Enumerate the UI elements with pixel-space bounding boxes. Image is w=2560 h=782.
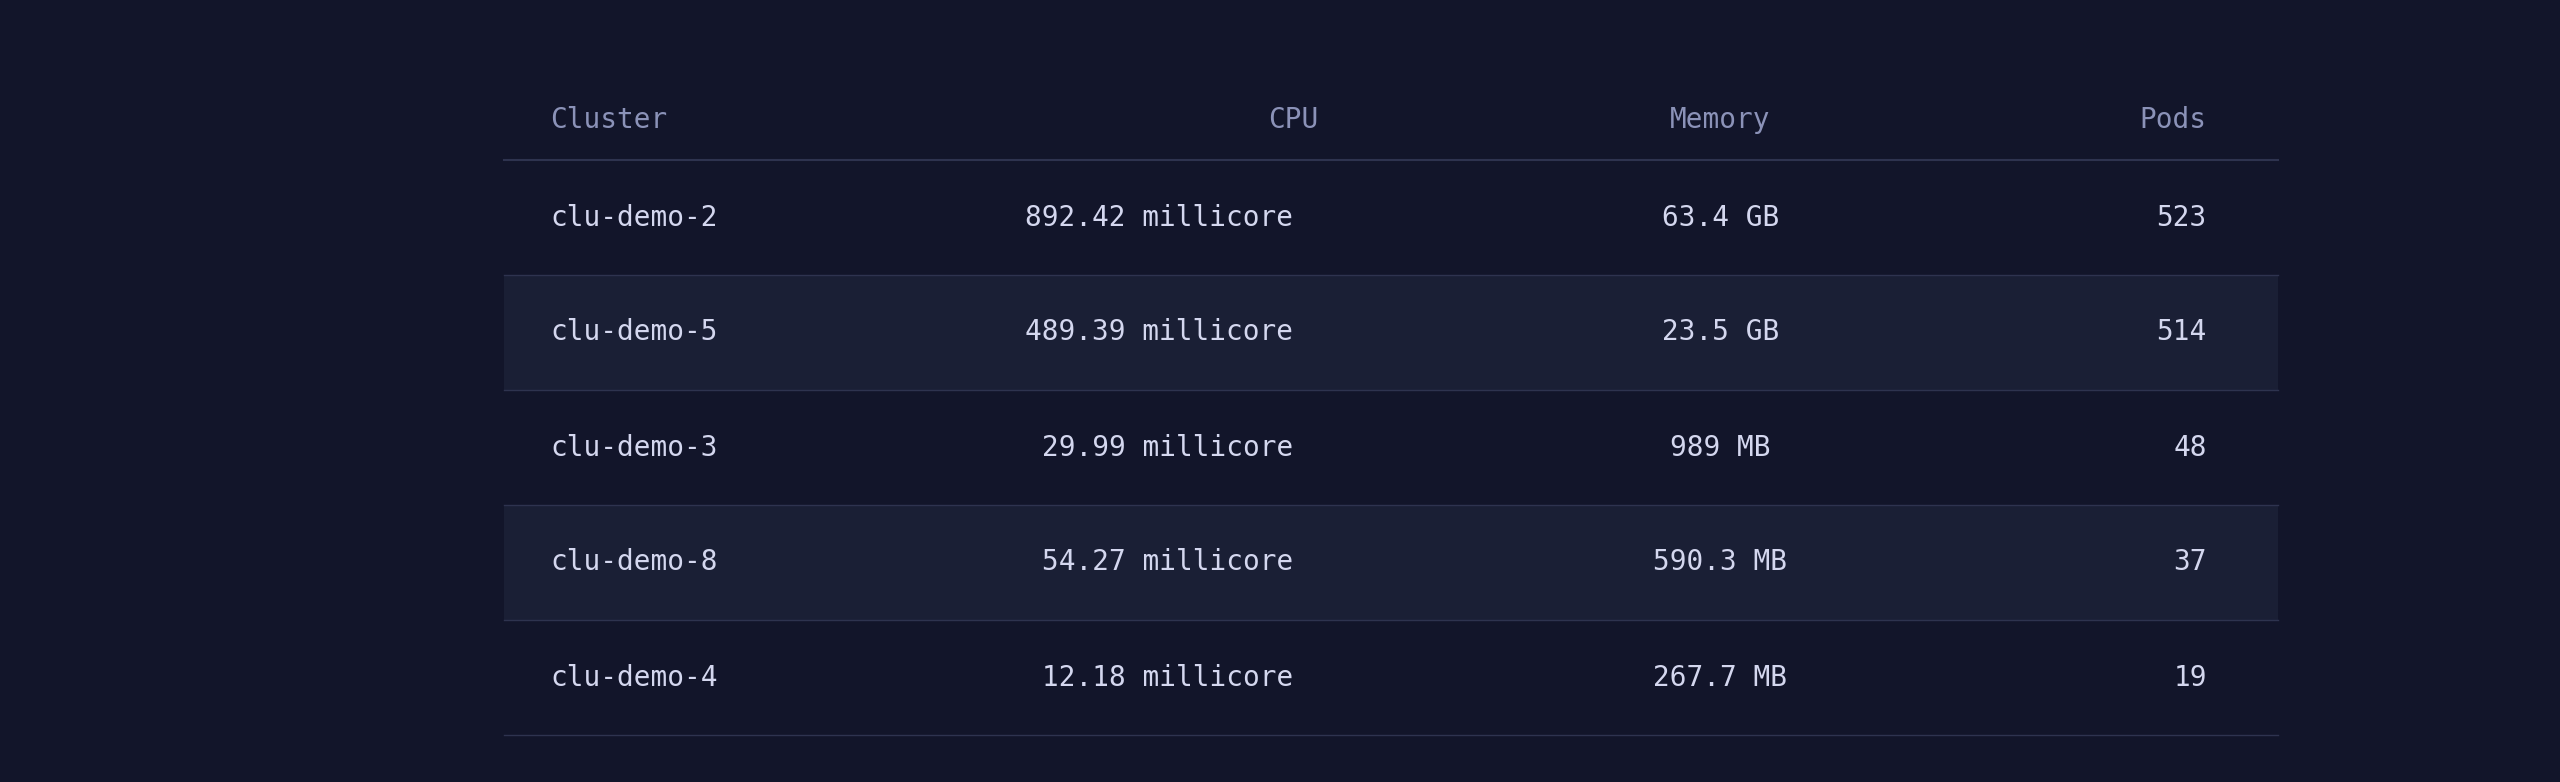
Text: 523: 523 [2156, 203, 2207, 231]
Text: 892.42 millicore: 892.42 millicore [1024, 203, 1293, 231]
Text: clu-demo-4: clu-demo-4 [550, 663, 717, 691]
Text: 29.99 millicore: 29.99 millicore [1042, 433, 1293, 461]
Text: clu-demo-5: clu-demo-5 [550, 318, 717, 346]
Text: 489.39 millicore: 489.39 millicore [1024, 318, 1293, 346]
Text: 37: 37 [2173, 548, 2207, 576]
Text: 514: 514 [2156, 318, 2207, 346]
Bar [504, 620, 2278, 735]
Text: clu-demo-3: clu-demo-3 [550, 433, 717, 461]
Bar [504, 505, 2278, 620]
Text: CPU: CPU [1267, 106, 1318, 134]
Bar [504, 390, 2278, 505]
Text: clu-demo-2: clu-demo-2 [550, 203, 717, 231]
Text: 48: 48 [2173, 433, 2207, 461]
Text: 19: 19 [2173, 663, 2207, 691]
Text: 23.5 GB: 23.5 GB [1661, 318, 1779, 346]
Text: 63.4 GB: 63.4 GB [1661, 203, 1779, 231]
Text: 12.18 millicore: 12.18 millicore [1042, 663, 1293, 691]
Text: Pods: Pods [2140, 106, 2207, 134]
Bar [504, 160, 2278, 275]
Text: 267.7 MB: 267.7 MB [1654, 663, 1787, 691]
Text: Cluster: Cluster [550, 106, 668, 134]
Bar [504, 275, 2278, 390]
Text: clu-demo-8: clu-demo-8 [550, 548, 717, 576]
Text: 989 MB: 989 MB [1669, 433, 1772, 461]
Text: 590.3 MB: 590.3 MB [1654, 548, 1787, 576]
Text: Memory: Memory [1669, 106, 1772, 134]
Text: 54.27 millicore: 54.27 millicore [1042, 548, 1293, 576]
